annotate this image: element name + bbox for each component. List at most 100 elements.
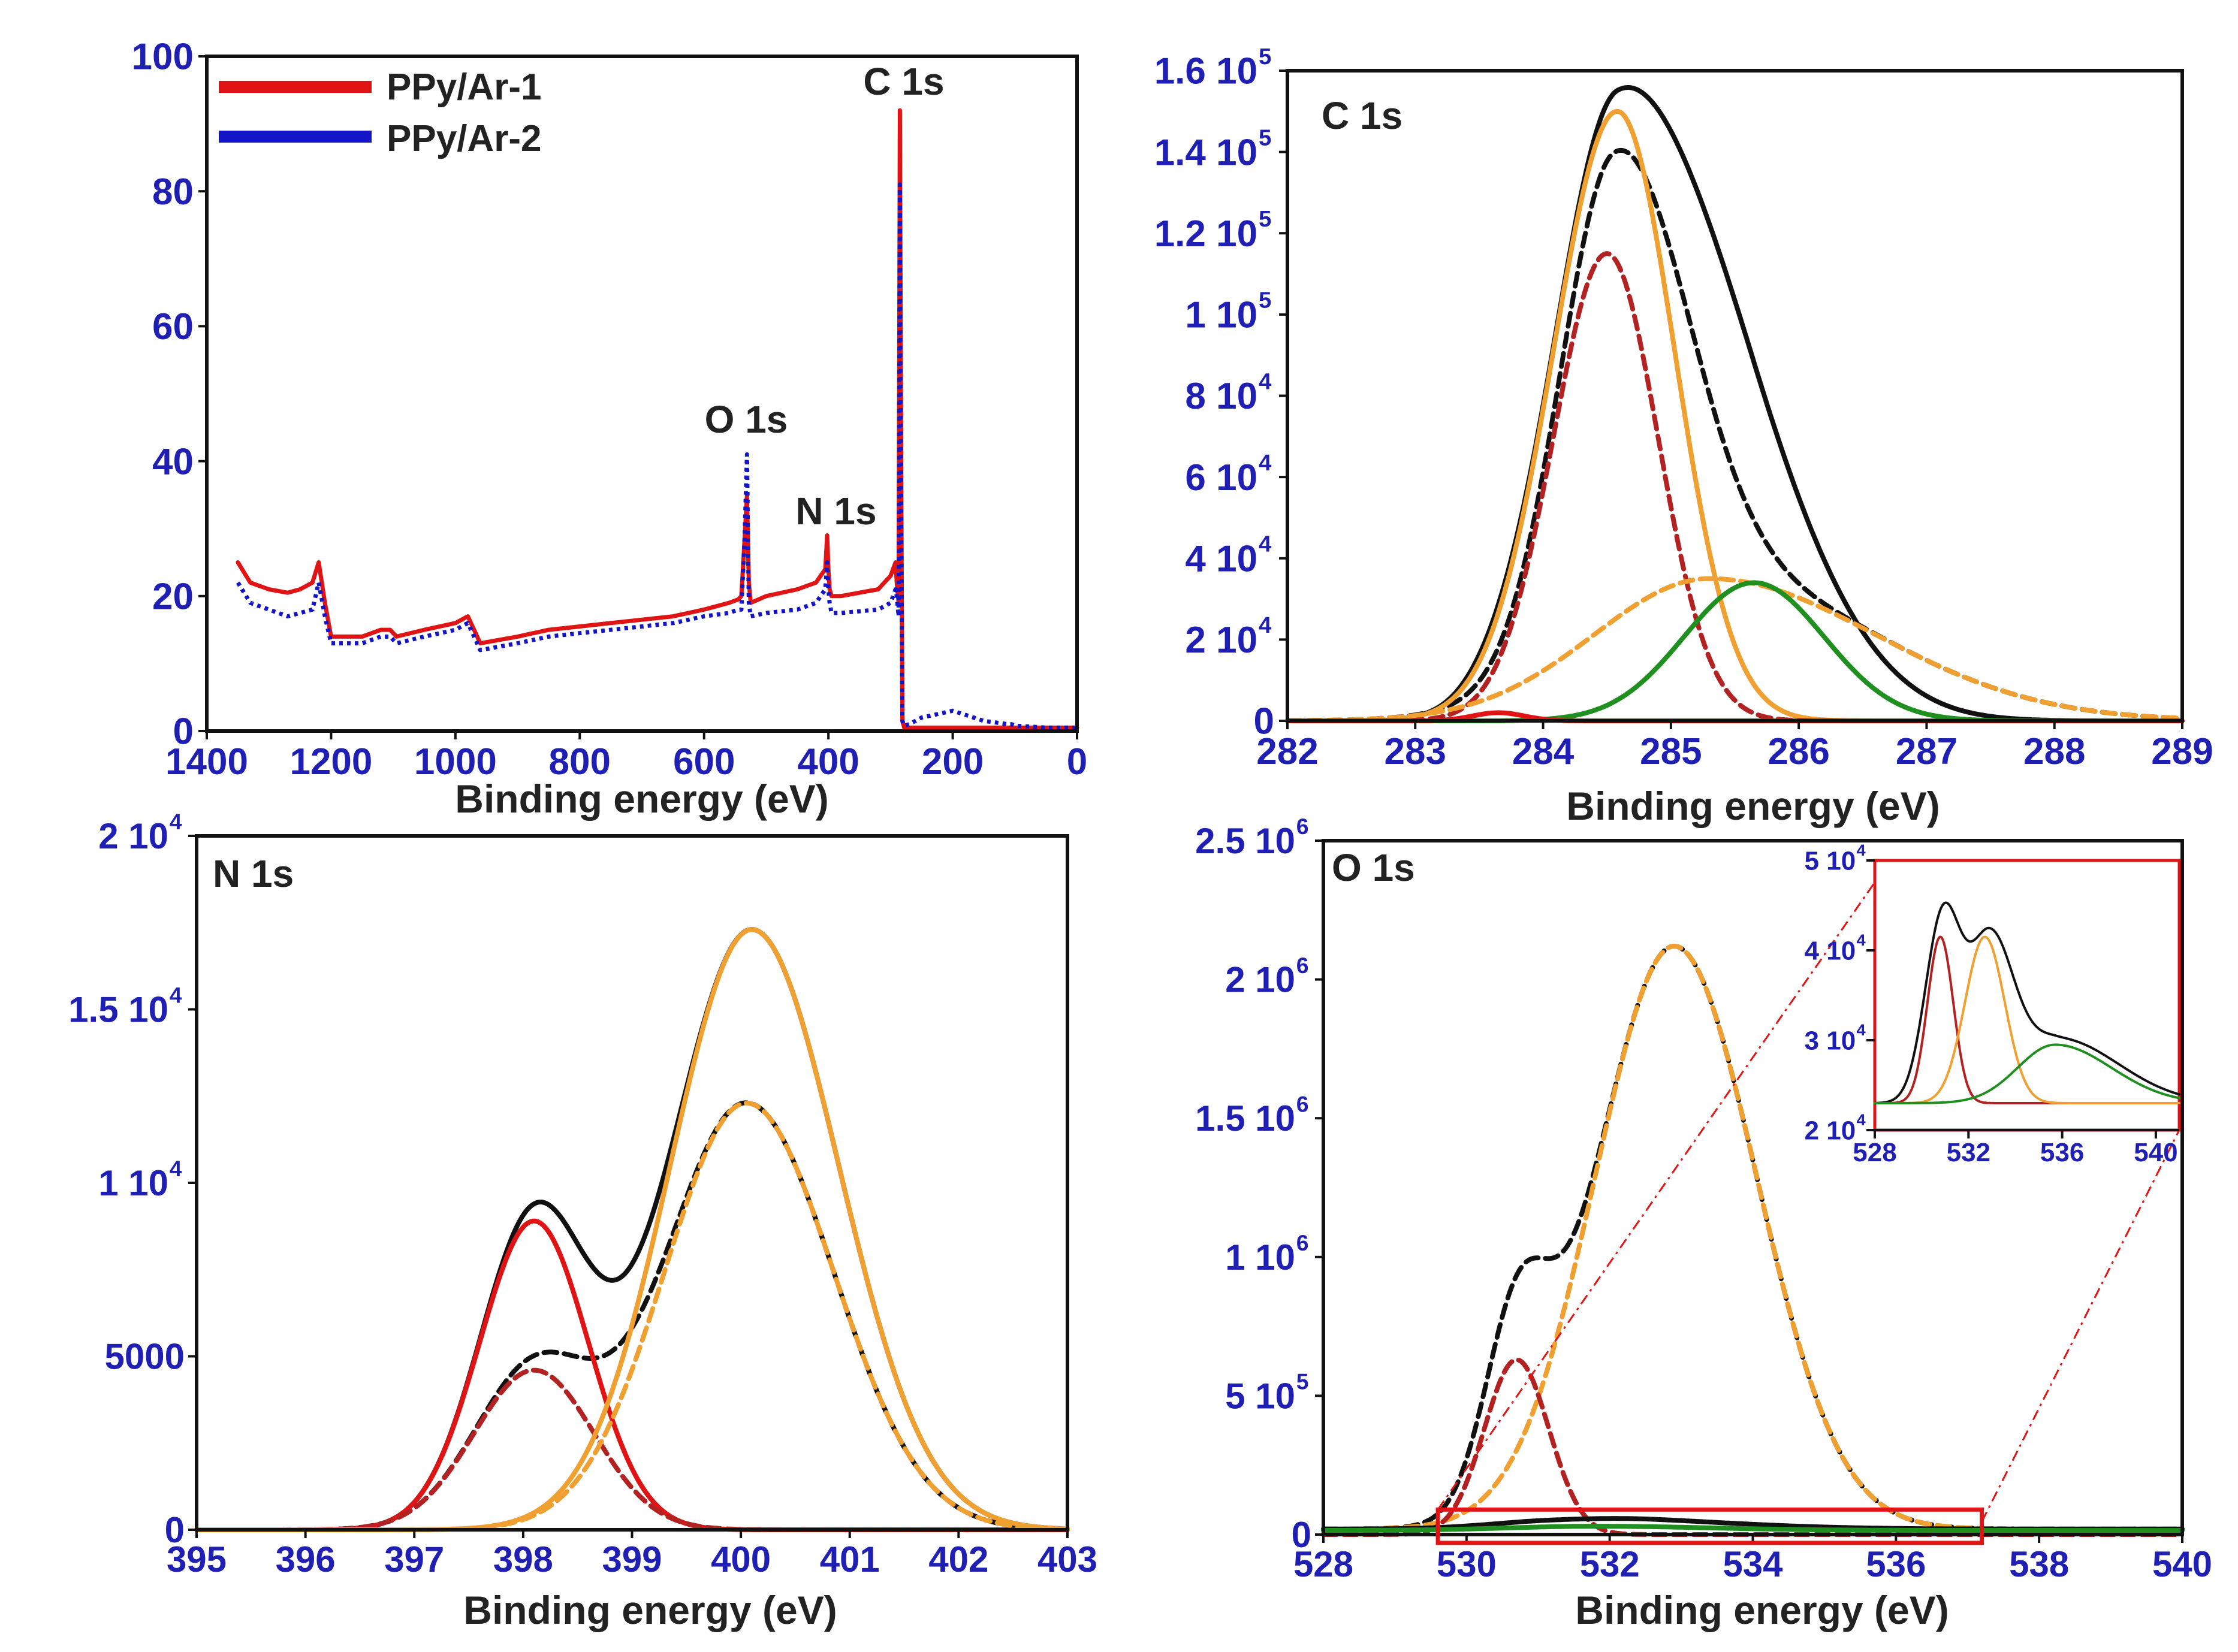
o1s-inset-x-tick-label: 540 <box>2134 1138 2177 1167</box>
o1s-inset-series-component-2 <box>1874 935 2180 1104</box>
c1s-y-tick-label: 1.2 10 <box>1154 213 1257 255</box>
o1s-y-tick-exponent: 6 <box>1296 814 1309 839</box>
c1s-y-tick-exponent: 4 <box>1259 531 1272 557</box>
o1s-y-tick-label: 0 <box>1292 1515 1311 1555</box>
survey-x-tick-label: 400 <box>797 741 859 783</box>
o1s-inset-y-tick-label: 5 10 <box>1805 846 1856 875</box>
survey-legend: PPy/Ar-1 PPy/Ar-2 <box>219 67 541 159</box>
survey-y-tick-label: 0 <box>173 711 194 753</box>
survey-y-tick-label: 40 <box>152 441 194 482</box>
survey-x-tick-label: 0 <box>1067 741 1087 783</box>
c1s-y-tick-label: 4 10 <box>1185 538 1257 579</box>
o1s-inset-x-tick-label: 536 <box>2040 1138 2084 1167</box>
n1s-x-axis-label: Binding energy (eV) <box>463 1588 837 1632</box>
o1s-panel-title: O 1s <box>1332 846 1415 889</box>
o1s-inset-x-tick-label: 528 <box>1853 1138 1896 1167</box>
survey-series-ppy-ar-2 <box>236 182 1077 730</box>
c1s-x-tick-label: 282 <box>1256 731 1318 772</box>
n1s-x-tick-label: 403 <box>1037 1539 1097 1579</box>
o1s-inset-y-tick-label: 2 10 <box>1805 1116 1856 1145</box>
n1s-y-tick-exponent: 4 <box>170 1156 182 1181</box>
survey-x-tick-label: 1400 <box>165 741 248 783</box>
n1s-x-tick-label: 401 <box>820 1539 880 1579</box>
o1s-x-tick-label: 536 <box>1866 1544 1926 1584</box>
survey-y-tick-label: 20 <box>152 576 194 618</box>
survey-x-tick-label: 600 <box>673 741 735 783</box>
n1s-y-tick-label: 0 <box>165 1510 185 1550</box>
o1s-inset-series-envelope <box>1874 901 2180 1104</box>
c1s-x-tick-label: 287 <box>1896 731 1958 772</box>
legend-label-ppy-ar-1: PPy/Ar-1 <box>387 67 541 108</box>
survey-x-axis-label: Binding energy (eV) <box>455 777 828 821</box>
o1s-zoom-connector-left <box>1437 860 1891 1511</box>
o1s-zoom-box <box>1435 1507 1984 1545</box>
c1s-x-tick-label: 289 <box>2151 731 2213 772</box>
o1s-y-tick-label: 1 10 <box>1225 1237 1295 1277</box>
o1s-x-tick-label: 528 <box>1293 1544 1353 1584</box>
inset-border <box>1873 859 2181 1132</box>
survey-y-tick-label: 100 <box>132 37 194 78</box>
o1s-y-tick-label: 1.5 10 <box>1195 1098 1295 1138</box>
c1s-y-tick-label: 8 10 <box>1185 376 1257 417</box>
c1s-y-tick-exponent: 4 <box>1259 612 1272 638</box>
survey-panel: 1400 1200 1000 800 600 400 200 0 0 20 40 60 80 100 Bi… <box>132 37 1088 821</box>
survey-series-ppy-ar-1 <box>236 108 1079 730</box>
n1s-x-tick-label: 402 <box>928 1539 988 1579</box>
n1s-y-tick-label: 1.5 10 <box>68 990 168 1030</box>
survey-x-tick-label: 800 <box>549 741 611 783</box>
o1s-y-tick-exponent: 6 <box>1296 1230 1309 1255</box>
o1s-inset-y-tick-exponent: 4 <box>1857 841 1866 859</box>
o1s-x-tick-label: 540 <box>2152 1544 2212 1584</box>
n1s-y-tick-label: 2 10 <box>98 816 168 856</box>
o1s-y-tick-exponent: 5 <box>1296 1369 1309 1394</box>
c1s-y-tick-exponent: 4 <box>1259 369 1272 394</box>
o1s-zoom-connector-right <box>1981 1129 2180 1522</box>
n1s-y-tick-exponent: 4 <box>170 983 182 1008</box>
c1s-x-axis-label: Binding energy (eV) <box>1566 784 1940 828</box>
o1s-x-tick-label: 534 <box>1723 1544 1783 1584</box>
c1s-series-c-n-ar-2 <box>1285 576 2185 723</box>
o1s-y-tick-label: 5 10 <box>1225 1376 1295 1416</box>
annotation-c1s: C 1s <box>863 60 944 103</box>
n1s-y-tick-label: 1 10 <box>98 1163 168 1203</box>
o1s-inset-y-tick-label: 4 10 <box>1805 936 1856 965</box>
n1s-x-tick-label: 395 <box>167 1539 227 1579</box>
c1s-y-tick-exponent: 5 <box>1259 288 1271 313</box>
c1s-y-tick-label: 1.4 10 <box>1154 132 1257 173</box>
o1s-inset-x-tick-label: 532 <box>1947 1138 1990 1167</box>
o1s-y-tick-label: 2.5 10 <box>1195 821 1295 861</box>
c1s-x-tick-label: 285 <box>1640 731 1702 772</box>
annotation-n1s: N 1s <box>795 490 876 533</box>
n1s-x-tick-label: 396 <box>276 1539 336 1579</box>
o1s-inset-series-component-3 <box>1874 1043 2180 1104</box>
c1s-x-tick-label: 288 <box>2023 731 2085 772</box>
survey-series-layer <box>236 108 1079 730</box>
survey-x-tick-label: 1000 <box>414 741 497 783</box>
o1s-series-component-ar-1 <box>1321 1524 2185 1533</box>
o1s-y-tick-exponent: 6 <box>1296 953 1309 978</box>
c1s-x-tick-label: 283 <box>1385 731 1446 772</box>
o1s-zoom-indicator <box>1435 860 2180 1545</box>
c1s-y-tick-exponent: 5 <box>1259 206 1271 232</box>
survey-ticks-layer: 1400 1200 1000 800 600 400 200 0 0 20 40 60 80 100 <box>132 37 1088 783</box>
inset-series-layer <box>1874 901 2180 1104</box>
legend-label-ppy-ar-2: PPy/Ar-2 <box>387 118 541 159</box>
c1s-y-tick-exponent: 4 <box>1259 450 1272 476</box>
o1s-x-tick-label: 532 <box>1580 1544 1640 1584</box>
c1s-panel-title: C 1s <box>1322 94 1402 137</box>
o1s-x-tick-label: 538 <box>2009 1544 2069 1584</box>
c1s-y-tick-exponent: 5 <box>1259 44 1271 70</box>
n1s-x-tick-label: 399 <box>602 1539 662 1579</box>
c1s-y-tick-label: 1 10 <box>1185 295 1257 336</box>
survey-plot-frame <box>205 55 1079 733</box>
n1s-panel-title: N 1s <box>213 852 294 895</box>
n1s-x-tick-label: 400 <box>711 1539 771 1579</box>
